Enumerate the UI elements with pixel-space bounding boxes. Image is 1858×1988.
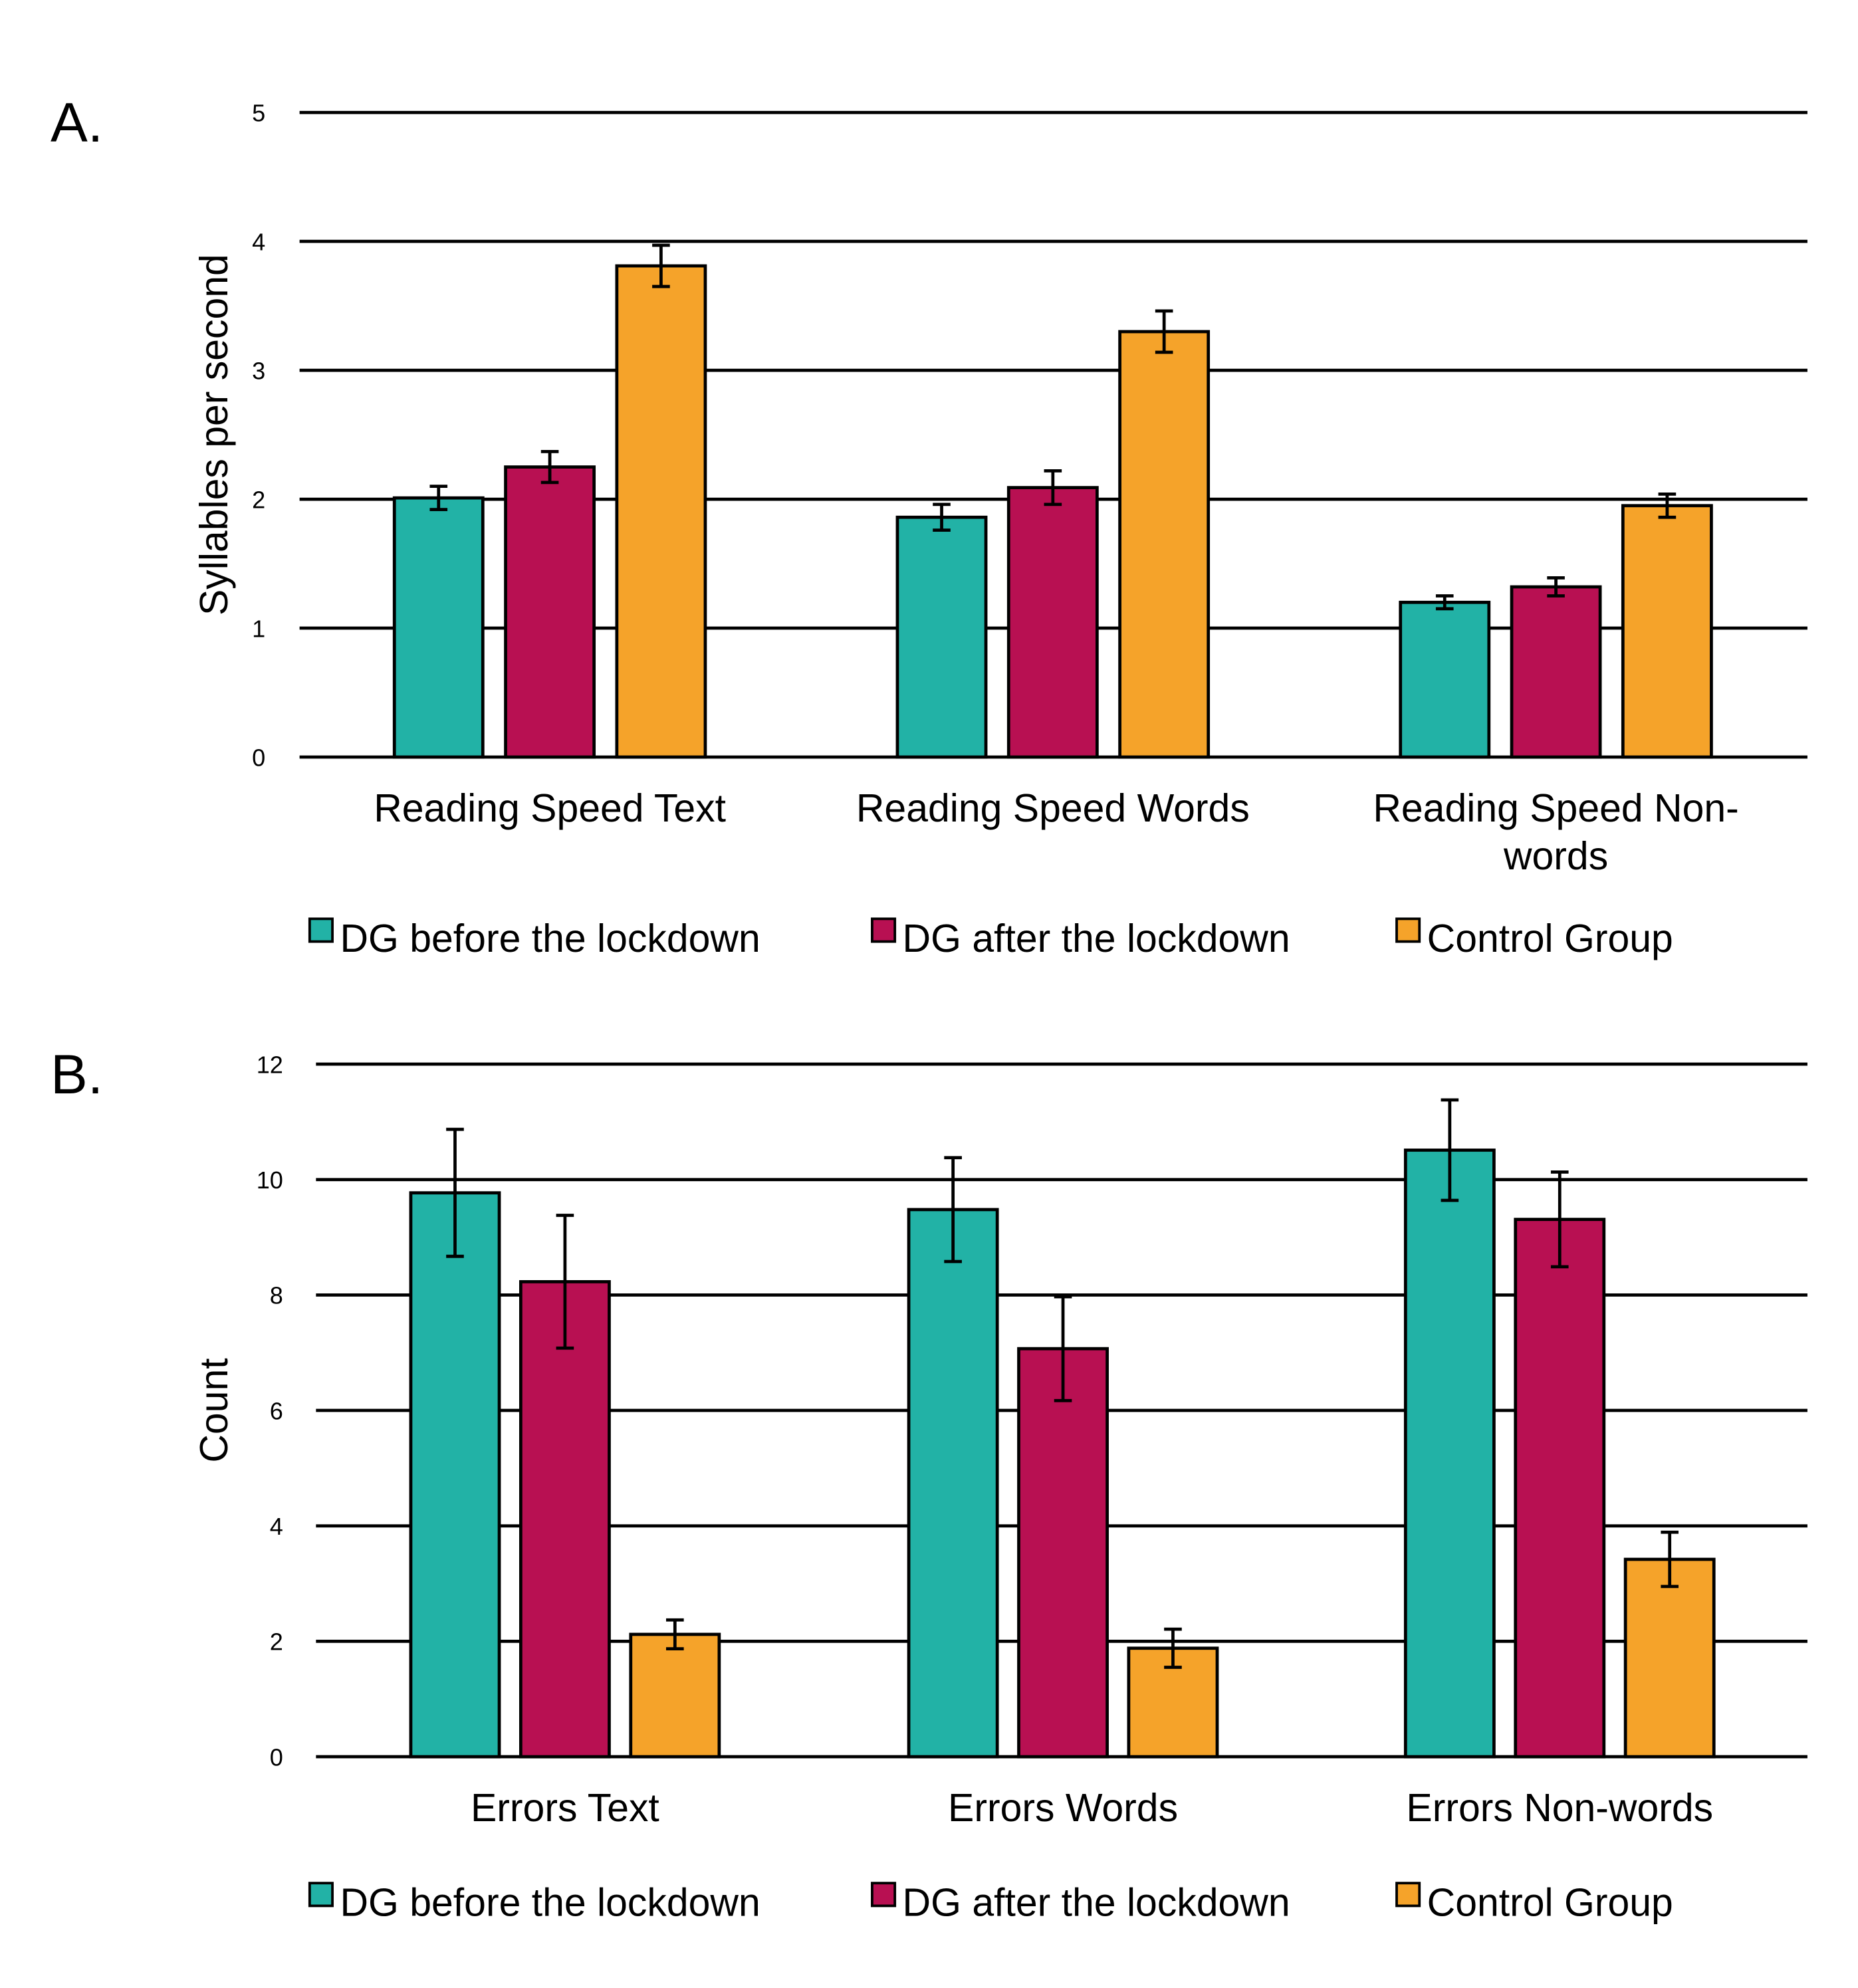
y-tick-label: 0 — [252, 744, 265, 771]
bar-control — [1623, 1557, 1716, 1759]
x-category-line: Reading Speed Words — [856, 787, 1250, 830]
bar-after — [504, 465, 596, 759]
y-tick-label: 12 — [257, 1051, 283, 1078]
legend-label: DG after the lockdown — [903, 917, 1290, 960]
x-category-line: words — [1503, 835, 1608, 878]
x-category-label: Reading Speed Text — [374, 787, 726, 830]
legend-item-before: DG before the lockdown — [308, 1882, 760, 1925]
legend-swatch — [308, 1882, 334, 1908]
x-category-line: Reading Speed Non- — [1373, 787, 1738, 830]
legend-item-after: DG after the lockdown — [871, 917, 1290, 960]
y-tick-label: 0 — [270, 1743, 283, 1771]
x-category-label: Reading Speed Non-words — [1373, 787, 1738, 878]
legend-item-control: Control Group — [1395, 1882, 1673, 1925]
x-category-label: Reading Speed Words — [856, 787, 1250, 830]
x-category-line: Errors Text — [471, 1787, 659, 1830]
legend-swatch — [871, 1882, 897, 1908]
legend-label: DG after the lockdown — [903, 1882, 1290, 1925]
y-tick-label: 4 — [252, 228, 265, 255]
bar-before — [895, 515, 988, 759]
bar-before — [907, 1208, 999, 1759]
y-tick-label: 6 — [270, 1397, 283, 1424]
bar-control — [1118, 330, 1211, 759]
y-tick-label: 3 — [252, 357, 265, 384]
bar-after — [1510, 585, 1602, 759]
bar-before — [409, 1191, 501, 1759]
y-tick-label: 1 — [252, 615, 265, 642]
bar-control — [615, 264, 707, 759]
bar-before — [1399, 600, 1491, 759]
legend-swatch — [871, 917, 897, 943]
legend-label: DG before the lockdown — [340, 917, 760, 960]
legend-item-control: Control Group — [1395, 917, 1673, 960]
legend-label: Control Group — [1427, 1882, 1673, 1925]
legend-swatch — [1395, 917, 1421, 943]
legend-item-before: DG before the lockdown — [308, 917, 760, 960]
legend-label: Control Group — [1427, 917, 1673, 960]
y-tick-label: 4 — [270, 1513, 283, 1540]
legend-swatch — [1395, 1882, 1421, 1908]
x-category-line: Reading Speed Text — [374, 787, 726, 830]
y-axis-label: Syllables per second — [193, 254, 236, 615]
x-category-line: Errors Non-words — [1406, 1787, 1713, 1830]
chart-panel-a: A. 0 1 2 3 4 5 Syllables per second Reading Spee… — [51, 91, 1807, 960]
legend-swatch — [308, 917, 334, 943]
legend-label: DG before the lockdown — [340, 1882, 760, 1925]
bar-control — [1621, 504, 1713, 759]
x-category-label: Errors Words — [948, 1787, 1178, 1830]
legend-item-after: DG after the lockdown — [871, 1882, 1290, 1925]
panel-label: A. — [51, 91, 103, 154]
bar-after — [1006, 486, 1099, 759]
bar-after — [1017, 1347, 1109, 1759]
x-category-label: Errors Non-words — [1406, 1787, 1713, 1830]
y-tick-label: 10 — [257, 1166, 283, 1194]
y-tick-label: 8 — [270, 1282, 283, 1309]
y-tick-label: 2 — [270, 1628, 283, 1656]
bar-before — [392, 496, 485, 759]
y-tick-label: 2 — [252, 486, 265, 513]
chart-panel-b: B. 0 2 4 6 8 10 12 Count Errors Text Errors Words E… — [51, 1043, 1807, 1925]
bar-before — [1403, 1149, 1496, 1759]
panel-label: B. — [51, 1043, 103, 1105]
bar-after — [519, 1280, 611, 1759]
bar-after — [1514, 1218, 1606, 1759]
x-category-line: Errors Words — [948, 1787, 1178, 1830]
x-category-label: Errors Text — [471, 1787, 659, 1830]
y-tick-label: 5 — [252, 100, 265, 127]
y-axis-label: Count — [193, 1358, 236, 1462]
bar-control — [629, 1632, 721, 1759]
